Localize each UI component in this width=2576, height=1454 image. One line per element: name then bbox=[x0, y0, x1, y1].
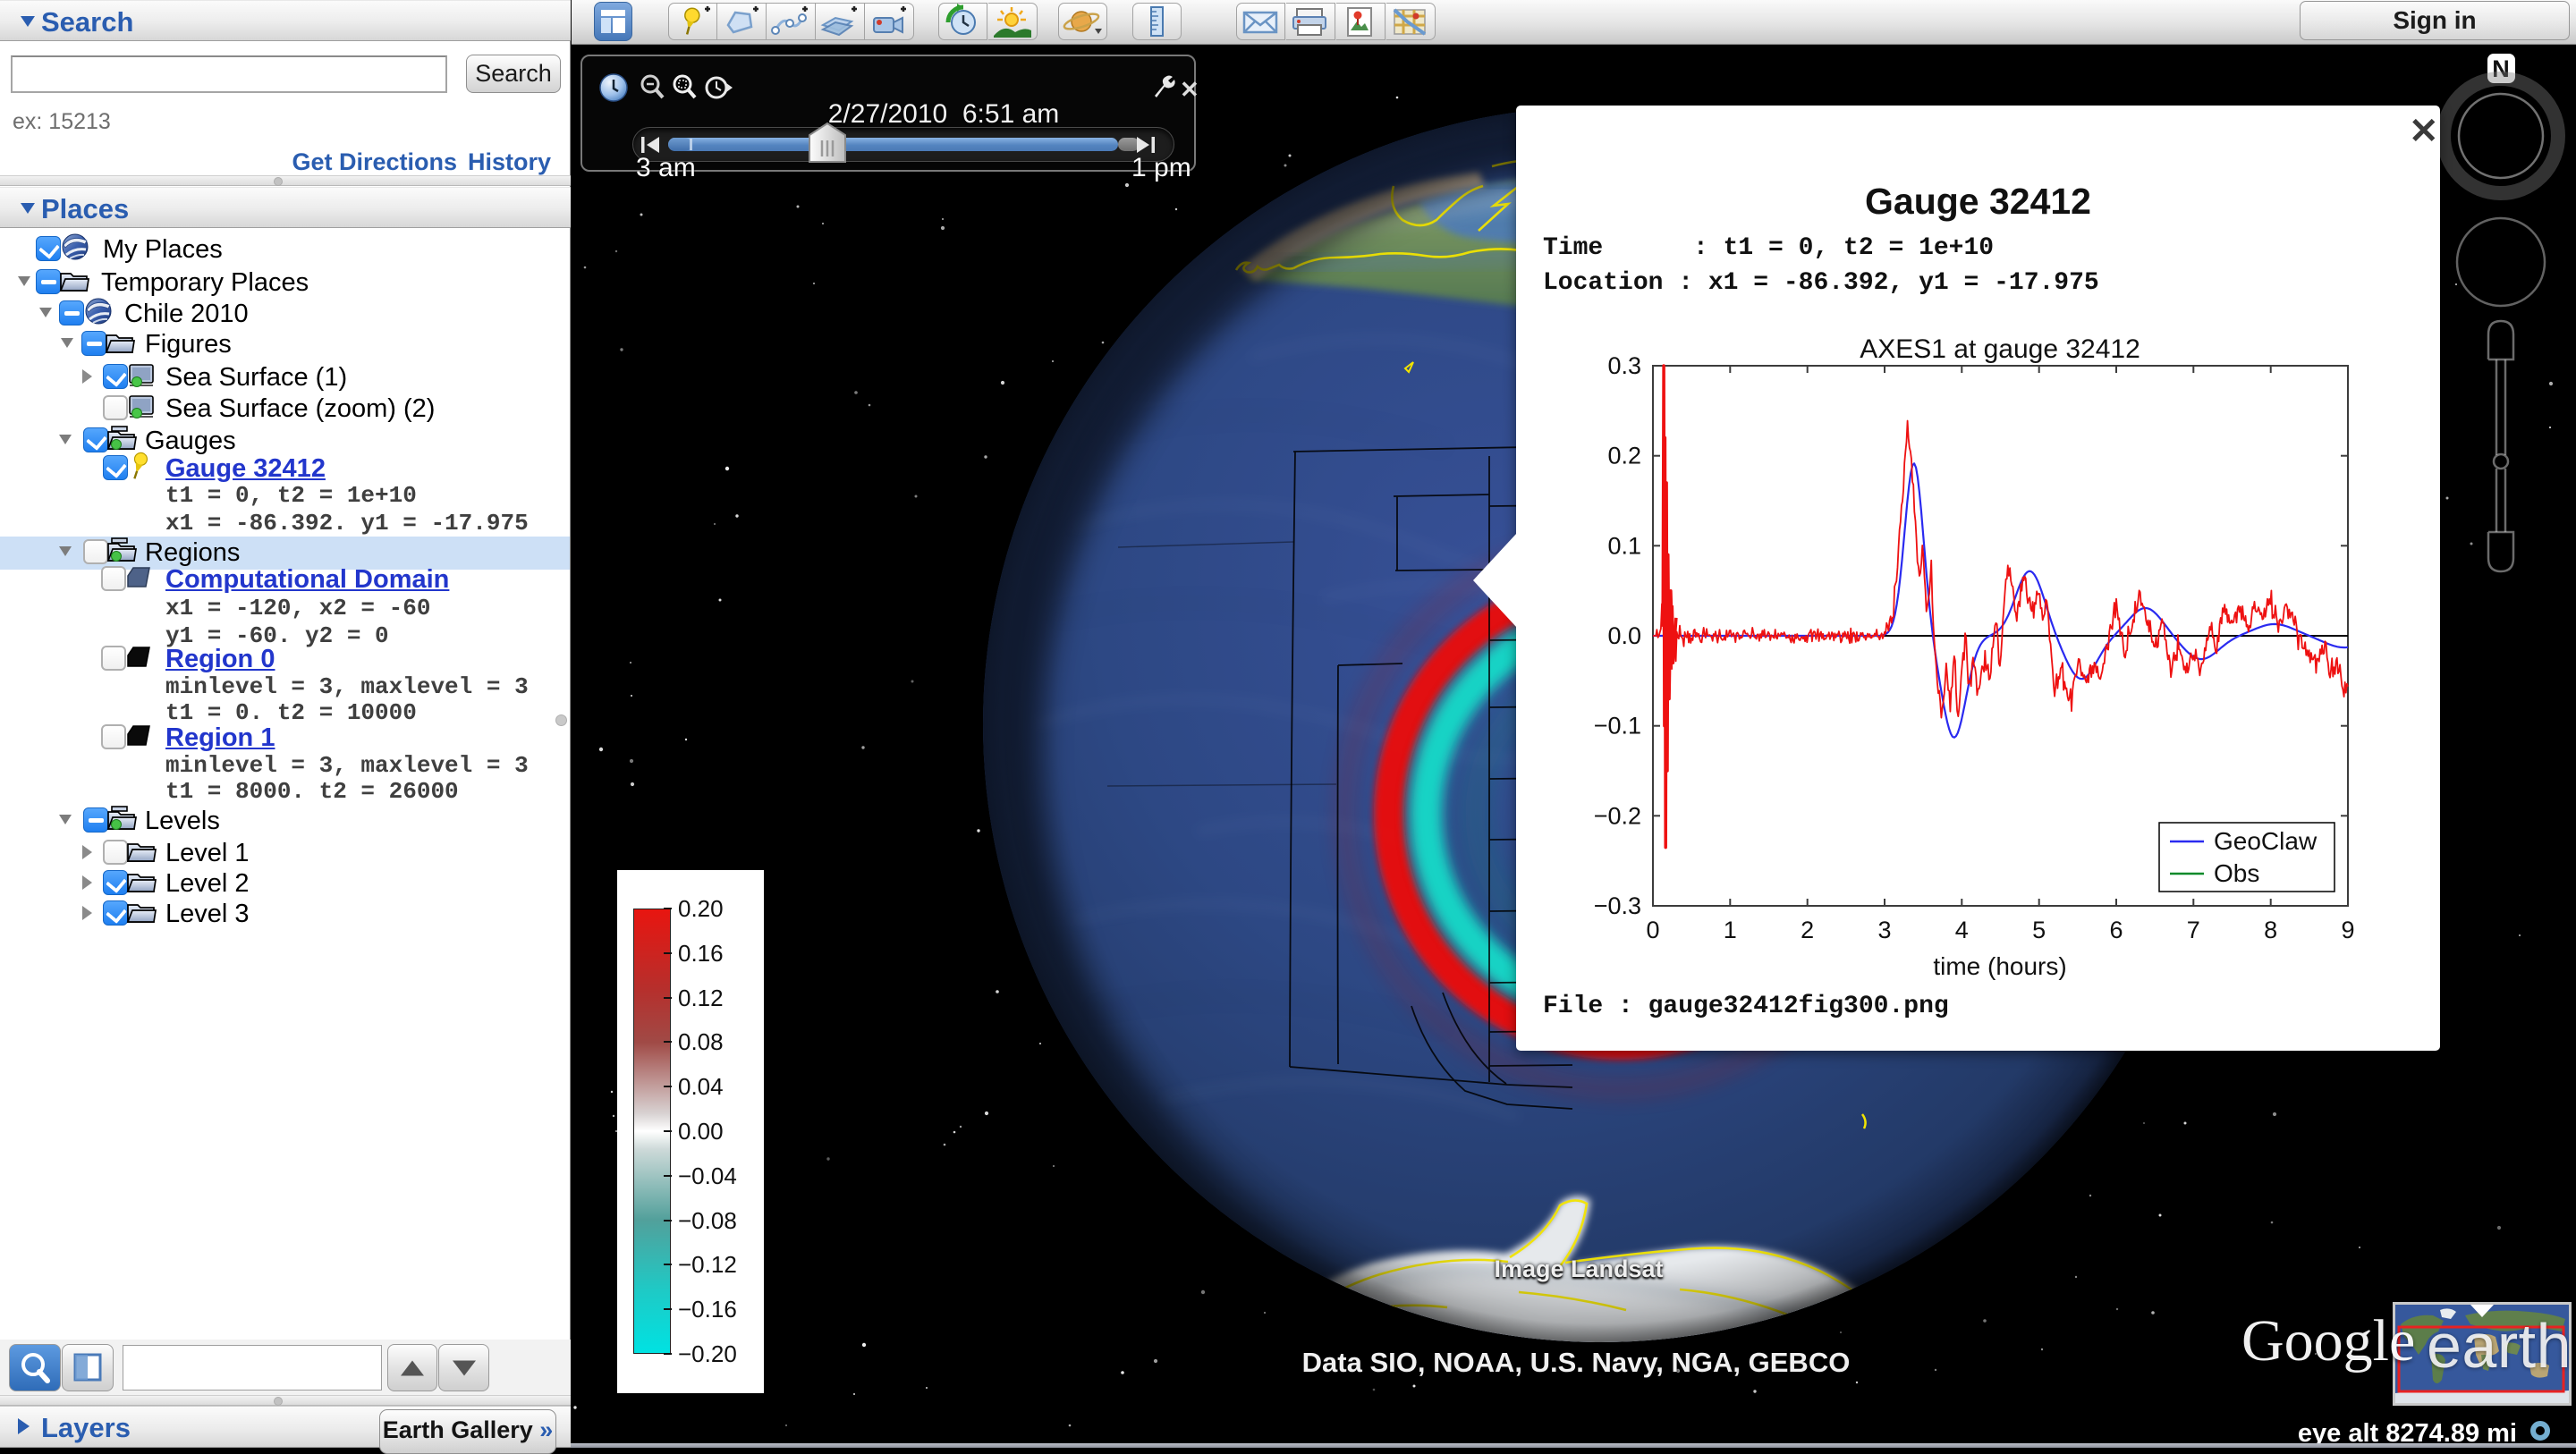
svg-text:0.1: 0.1 bbox=[1607, 532, 1641, 559]
svg-text:3: 3 bbox=[1877, 917, 1891, 943]
svg-text:0.3: 0.3 bbox=[1607, 352, 1641, 379]
svg-text:0.2: 0.2 bbox=[1607, 443, 1641, 469]
svg-text:2: 2 bbox=[1801, 917, 1814, 943]
svg-text:−0.2: −0.2 bbox=[1594, 802, 1641, 829]
svg-text:6: 6 bbox=[2109, 917, 2123, 943]
svg-text:7: 7 bbox=[2187, 917, 2200, 943]
svg-text:time (hours): time (hours) bbox=[1933, 952, 2066, 980]
svg-text:9: 9 bbox=[2341, 917, 2354, 943]
svg-text:Obs: Obs bbox=[2214, 859, 2259, 887]
svg-text:GeoClaw: GeoClaw bbox=[2214, 827, 2318, 855]
svg-text:8: 8 bbox=[2264, 917, 2277, 943]
svg-text:AXES1 at gauge 32412: AXES1 at gauge 32412 bbox=[1860, 334, 2140, 364]
svg-text:1: 1 bbox=[1724, 917, 1737, 943]
svg-text:5: 5 bbox=[2032, 917, 2046, 943]
svg-text:0.0: 0.0 bbox=[1607, 622, 1641, 649]
svg-text:−0.3: −0.3 bbox=[1594, 892, 1641, 919]
svg-text:0: 0 bbox=[1646, 917, 1659, 943]
svg-text:−0.1: −0.1 bbox=[1594, 713, 1641, 740]
svg-text:N: N bbox=[2492, 55, 2510, 82]
svg-text:4: 4 bbox=[1955, 917, 1969, 943]
